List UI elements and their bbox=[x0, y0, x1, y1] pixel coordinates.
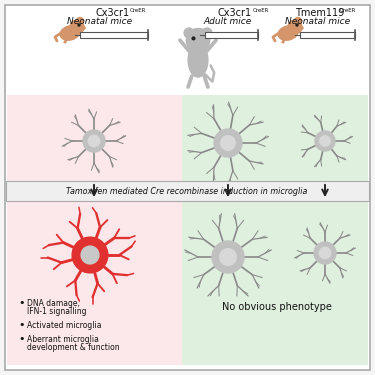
Circle shape bbox=[76, 18, 84, 24]
Text: development & function: development & function bbox=[27, 342, 120, 351]
Circle shape bbox=[212, 241, 244, 273]
Circle shape bbox=[296, 24, 298, 26]
Circle shape bbox=[81, 246, 99, 264]
Circle shape bbox=[214, 129, 242, 157]
Circle shape bbox=[184, 28, 194, 38]
Ellipse shape bbox=[81, 27, 85, 30]
FancyBboxPatch shape bbox=[7, 200, 182, 365]
Text: CreER: CreER bbox=[130, 8, 146, 12]
Ellipse shape bbox=[196, 29, 203, 33]
Circle shape bbox=[192, 37, 195, 40]
Circle shape bbox=[72, 237, 108, 273]
Text: Tmem119: Tmem119 bbox=[295, 8, 344, 18]
Ellipse shape bbox=[188, 43, 208, 77]
Circle shape bbox=[294, 18, 302, 24]
Text: Activated microglia: Activated microglia bbox=[27, 321, 102, 330]
Circle shape bbox=[88, 135, 100, 147]
Text: No obvious phenotype: No obvious phenotype bbox=[222, 302, 332, 312]
Text: DNA damage,: DNA damage, bbox=[27, 298, 80, 307]
Text: Tamoxifen mediated Cre recombinase induction in microglia: Tamoxifen mediated Cre recombinase induc… bbox=[66, 186, 308, 195]
Text: Neonatal mice: Neonatal mice bbox=[285, 16, 351, 26]
Text: Cx3cr1: Cx3cr1 bbox=[218, 8, 252, 18]
Circle shape bbox=[83, 130, 105, 152]
FancyBboxPatch shape bbox=[6, 181, 369, 201]
FancyBboxPatch shape bbox=[80, 32, 148, 38]
Text: CreER: CreER bbox=[340, 8, 356, 12]
Ellipse shape bbox=[60, 26, 80, 40]
Ellipse shape bbox=[299, 27, 303, 30]
Circle shape bbox=[220, 249, 236, 266]
Text: Adult mice: Adult mice bbox=[204, 16, 252, 26]
Circle shape bbox=[320, 136, 330, 146]
FancyBboxPatch shape bbox=[300, 32, 355, 38]
Circle shape bbox=[186, 28, 210, 52]
FancyBboxPatch shape bbox=[182, 200, 368, 365]
Text: Aberrant microglia: Aberrant microglia bbox=[27, 334, 99, 344]
Circle shape bbox=[315, 131, 335, 151]
Text: Cx3cr1: Cx3cr1 bbox=[95, 8, 129, 18]
Text: IFN-1 signalling: IFN-1 signalling bbox=[27, 306, 87, 315]
Text: •: • bbox=[18, 334, 24, 344]
Text: •: • bbox=[18, 298, 24, 308]
Text: Neonatal mice: Neonatal mice bbox=[68, 16, 133, 26]
FancyBboxPatch shape bbox=[7, 95, 182, 185]
Circle shape bbox=[319, 247, 331, 259]
Text: CreER: CreER bbox=[253, 8, 269, 12]
Circle shape bbox=[70, 20, 84, 34]
Circle shape bbox=[314, 242, 336, 264]
Circle shape bbox=[202, 28, 212, 38]
FancyBboxPatch shape bbox=[182, 95, 368, 185]
FancyBboxPatch shape bbox=[5, 5, 370, 370]
Circle shape bbox=[221, 136, 235, 150]
Circle shape bbox=[288, 20, 302, 34]
Text: •: • bbox=[18, 320, 24, 330]
Ellipse shape bbox=[278, 26, 298, 40]
Circle shape bbox=[78, 24, 80, 26]
FancyBboxPatch shape bbox=[205, 32, 258, 38]
